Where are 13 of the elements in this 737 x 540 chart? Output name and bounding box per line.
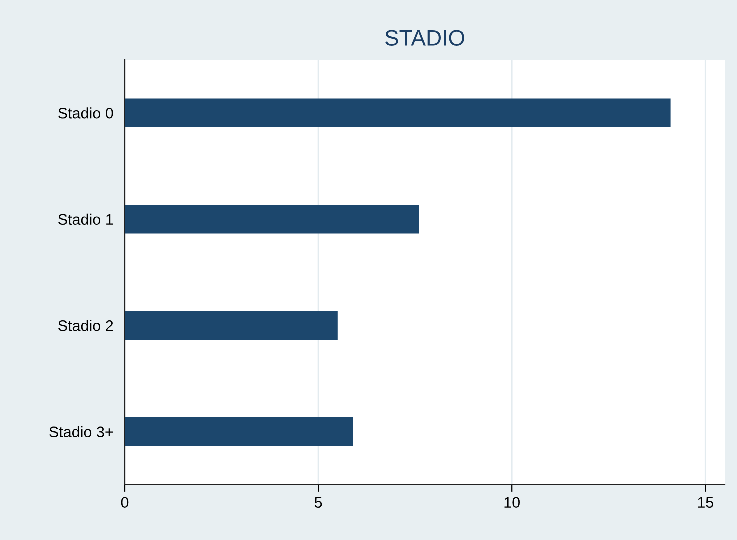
x-tick-label: 10 (504, 497, 520, 508)
y-tick-label: Stadio 1 (58, 214, 114, 226)
chart-title: STADIO (385, 30, 464, 46)
bar (125, 98, 671, 128)
x-tick-label: 5 (314, 497, 322, 508)
bar (125, 205, 420, 234)
y-tick-label: Stadio 2 (58, 320, 114, 332)
x-tick-label: 0 (121, 497, 129, 508)
y-tick-label: Stadio 0 (58, 108, 114, 119)
y-tick-label: Stadio 3+ (50, 426, 114, 438)
bar (125, 311, 338, 340)
bar (125, 418, 354, 446)
x-tick-label: 15 (698, 497, 714, 508)
